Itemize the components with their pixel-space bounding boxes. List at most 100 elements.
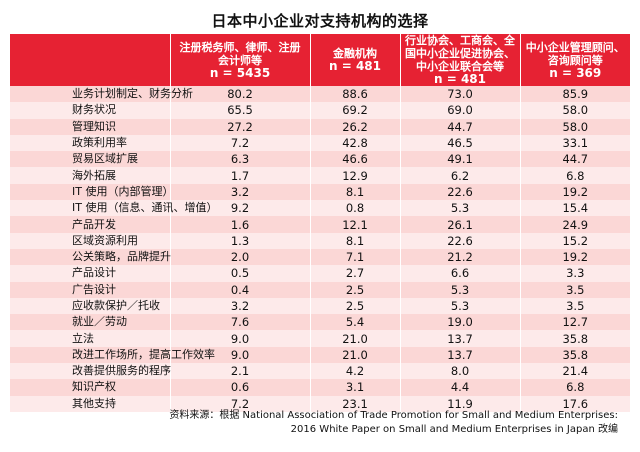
table-cell: 58.0 bbox=[519, 102, 630, 119]
table-cell: 24.9 bbox=[519, 216, 630, 233]
table-cell: 1.6 bbox=[169, 216, 310, 233]
table-cell: 65.5 bbox=[169, 102, 310, 119]
table-cell: 12.1 bbox=[309, 216, 400, 233]
row-label: 立法 bbox=[10, 330, 170, 347]
table-cell: 7.1 bbox=[309, 248, 400, 266]
row-label: 公关策略，品牌提升 bbox=[10, 248, 171, 266]
table-cell: 9.0 bbox=[169, 330, 310, 347]
table-cell: 69.0 bbox=[399, 102, 520, 119]
row-label: 产品开发 bbox=[10, 216, 170, 233]
table-cell: 1.7 bbox=[169, 167, 310, 184]
table-cell: 0.4 bbox=[169, 281, 310, 298]
table-row: 应收款保护／托收 3.2 2.5 5.3 3.5 bbox=[10, 297, 630, 315]
table-row: 立法 9.0 21.0 13.7 35.8 bbox=[10, 330, 630, 347]
table-row: 其他支持 7.2 23.1 11.9 17.6 bbox=[10, 395, 630, 412]
table-row: 政策利用率 7.2 42.8 46.5 33.1 bbox=[10, 134, 630, 152]
table-cell: 3.5 bbox=[519, 281, 630, 298]
table-row: 知识产权 0.6 3.1 4.4 6.8 bbox=[10, 379, 630, 396]
row-label: 业务计划制定、财务分析 bbox=[10, 86, 193, 103]
table-cell: 4.2 bbox=[309, 363, 400, 380]
table-row: IT 使用（信息、通讯、增值） 9.2 0.8 5.3 15.4 bbox=[10, 200, 630, 217]
table-cell: 17.6 bbox=[519, 395, 630, 412]
row-label: 改进工作场所，提高工作效率 bbox=[10, 346, 215, 364]
table-cell: 8.0 bbox=[399, 363, 520, 380]
table-cell: 22.6 bbox=[399, 232, 520, 249]
source-note: 资料来源：根据 National Association of Trade Pr… bbox=[98, 409, 618, 437]
row-label: 海外拓展 bbox=[10, 167, 170, 184]
table-cell: 2.1 bbox=[169, 363, 310, 380]
table-row: 公关策略，品牌提升 2.0 7.1 21.2 19.2 bbox=[10, 248, 630, 266]
row-label: 改善提供服务的程序 bbox=[10, 363, 171, 380]
table-row: 产品开发 1.6 12.1 26.1 24.9 bbox=[10, 216, 630, 233]
page-title: 日本中小企业对支持机构的选择 bbox=[211, 12, 429, 30]
table-cell: 35.8 bbox=[519, 330, 630, 347]
table-cell: 12.9 bbox=[309, 167, 400, 184]
table-cell: 21.0 bbox=[309, 330, 400, 347]
column-header: 金融机构 n = 481 bbox=[309, 34, 400, 86]
table-cell: 8.1 bbox=[309, 183, 400, 201]
table-cell: 7.2 bbox=[169, 134, 310, 152]
table-cell: 5.3 bbox=[399, 297, 520, 315]
table-cell: 44.7 bbox=[519, 151, 630, 168]
table-cell: 6.6 bbox=[399, 265, 520, 282]
column-header: 行业协会、工商会、全国中小企业促进协会、中小企业联合会等 n = 481 bbox=[399, 34, 520, 86]
column-header: 注册税务师、律师、注册会计师等 n = 5435 bbox=[169, 34, 310, 86]
source-line: 资料来源：根据 National Association of Trade Pr… bbox=[169, 410, 618, 421]
table-cell: 21.4 bbox=[519, 363, 630, 380]
table-row: 业务计划制定、财务分析 80.2 88.6 73.0 85.9 bbox=[10, 86, 630, 103]
table-cell: 58.0 bbox=[519, 118, 630, 135]
table-body: 业务计划制定、财务分析 80.2 88.6 73.0 85.9 财务状况 65.5 69.2 6… bbox=[10, 86, 630, 412]
table-cell: 3.2 bbox=[169, 183, 310, 201]
table-cell: 23.1 bbox=[309, 395, 400, 412]
table-row: 贸易区域扩展 6.3 46.6 49.1 44.7 bbox=[10, 151, 630, 168]
row-label: 区域资源利用 bbox=[10, 232, 170, 249]
table-cell: 6.8 bbox=[519, 379, 630, 396]
table-cell: 88.6 bbox=[309, 86, 400, 103]
table-cell: 69.2 bbox=[309, 102, 400, 119]
table-cell: 42.8 bbox=[309, 134, 400, 152]
table-cell: 22.6 bbox=[399, 183, 520, 201]
row-label: 政策利用率 bbox=[10, 134, 170, 152]
row-label: 知识产权 bbox=[10, 379, 170, 396]
header-corner bbox=[10, 34, 170, 86]
table-cell: 2.5 bbox=[309, 297, 400, 315]
table-cell: 7.2 bbox=[169, 395, 310, 412]
table-cell: 21.2 bbox=[399, 248, 520, 266]
table-cell: 7.6 bbox=[169, 314, 310, 331]
table-cell: 0.8 bbox=[309, 200, 400, 217]
table-cell: 5.3 bbox=[399, 281, 520, 298]
table-cell: 35.8 bbox=[519, 346, 630, 364]
table-cell: 44.7 bbox=[399, 118, 520, 135]
table-cell: 85.9 bbox=[519, 86, 630, 103]
table-cell: 11.9 bbox=[399, 395, 520, 412]
column-header: 中小企业管理顾问、咨询顾问等 n = 369 bbox=[519, 34, 630, 86]
table-cell: 5.3 bbox=[399, 200, 520, 217]
table-cell: 0.5 bbox=[169, 265, 310, 282]
table-cell: 5.4 bbox=[309, 314, 400, 331]
table-row: 区域资源利用 1.3 8.1 22.6 15.2 bbox=[10, 232, 630, 249]
row-label: 产品设计 bbox=[10, 265, 170, 282]
table-cell: 4.4 bbox=[399, 379, 520, 396]
table-cell: 3.1 bbox=[309, 379, 400, 396]
row-label: IT 使用（信息、通讯、增值） bbox=[10, 200, 217, 217]
table-cell: 13.7 bbox=[399, 330, 520, 347]
table-row: IT 使用（内部管理） 3.2 8.1 22.6 19.2 bbox=[10, 183, 630, 201]
table-cell: 13.7 bbox=[399, 346, 520, 364]
table-cell: 21.0 bbox=[309, 346, 400, 364]
table-cell: 15.4 bbox=[519, 200, 630, 217]
row-label: 就业／劳动 bbox=[10, 314, 170, 331]
table-cell: 46.6 bbox=[309, 151, 400, 168]
table-cell: 2.7 bbox=[309, 265, 400, 282]
table-cell: 1.3 bbox=[169, 232, 310, 249]
table-cell: 3.3 bbox=[519, 265, 630, 282]
table-cell: 3.2 bbox=[169, 297, 310, 315]
table-cell: 19.2 bbox=[519, 183, 630, 201]
table-cell: 26.2 bbox=[309, 118, 400, 135]
row-label: 贸易区域扩展 bbox=[10, 151, 170, 168]
row-label: 其他支持 bbox=[10, 395, 170, 412]
header-row: 注册税务师、律师、注册会计师等 n = 5435 金融机构 n = 481 行业协会… bbox=[10, 34, 630, 86]
table-cell: 73.0 bbox=[399, 86, 520, 103]
row-label: 财务状况 bbox=[10, 102, 170, 119]
table-cell: 19.0 bbox=[399, 314, 520, 331]
